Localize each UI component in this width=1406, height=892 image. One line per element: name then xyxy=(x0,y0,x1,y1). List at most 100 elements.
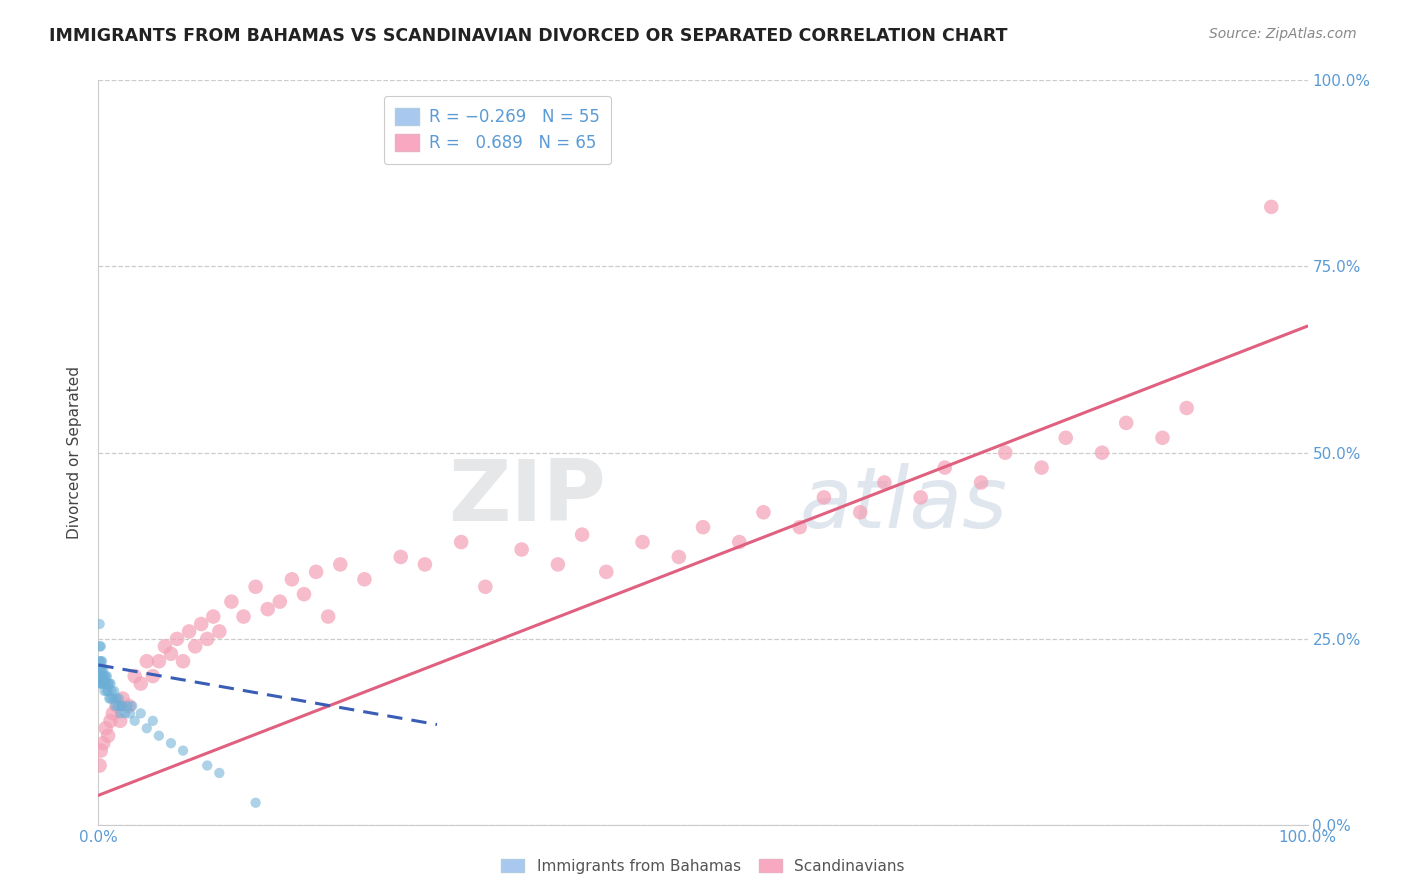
Point xyxy=(813,491,835,505)
Point xyxy=(910,491,932,505)
Point xyxy=(256,602,278,616)
Point xyxy=(474,580,496,594)
Point xyxy=(160,736,183,750)
Point xyxy=(90,640,112,654)
Point xyxy=(108,706,131,721)
Point xyxy=(202,609,225,624)
Point xyxy=(110,698,132,713)
Point xyxy=(547,558,569,572)
Point xyxy=(595,565,617,579)
Point xyxy=(89,640,111,654)
Legend: Immigrants from Bahamas, Scandinavians: Immigrants from Bahamas, Scandinavians xyxy=(495,853,911,880)
Point xyxy=(934,460,956,475)
Point xyxy=(100,714,122,728)
Text: IMMIGRANTS FROM BAHAMAS VS SCANDINAVIAN DIVORCED OR SEPARATED CORRELATION CHART: IMMIGRANTS FROM BAHAMAS VS SCANDINAVIAN … xyxy=(49,27,1008,45)
Point xyxy=(121,698,143,713)
Point xyxy=(195,632,218,646)
Point xyxy=(91,654,114,668)
Point xyxy=(97,729,120,743)
Point xyxy=(142,714,165,728)
Point xyxy=(118,698,141,713)
Point xyxy=(184,640,207,654)
Point xyxy=(103,684,125,698)
Point xyxy=(90,662,112,676)
Point xyxy=(101,691,124,706)
Point xyxy=(91,676,114,690)
Point xyxy=(135,721,157,735)
Point xyxy=(91,662,114,676)
Point xyxy=(111,691,134,706)
Point xyxy=(172,744,194,758)
Point xyxy=(100,676,122,690)
Point xyxy=(970,475,993,490)
Point xyxy=(89,676,111,690)
Point xyxy=(101,706,124,721)
Point xyxy=(124,669,146,683)
Point xyxy=(873,475,896,490)
Point xyxy=(208,624,231,639)
Point xyxy=(353,572,375,586)
Point xyxy=(292,587,315,601)
Point xyxy=(269,595,291,609)
Text: Source: ZipAtlas.com: Source: ZipAtlas.com xyxy=(1209,27,1357,41)
Text: atlas: atlas xyxy=(800,463,1008,546)
Point xyxy=(129,676,152,690)
Point xyxy=(153,640,176,654)
Point xyxy=(100,691,122,706)
Point xyxy=(1031,460,1053,475)
Point xyxy=(97,684,120,698)
Point xyxy=(90,676,112,690)
Point xyxy=(104,698,127,713)
Point xyxy=(195,758,218,772)
Point xyxy=(166,632,188,646)
Point xyxy=(510,542,533,557)
Point xyxy=(89,654,111,668)
Point xyxy=(111,698,134,713)
Point xyxy=(91,669,114,683)
Y-axis label: Divorced or Separated: Divorced or Separated xyxy=(67,367,83,539)
Point xyxy=(96,684,118,698)
Point xyxy=(849,505,872,519)
Point xyxy=(107,698,129,713)
Point xyxy=(91,736,114,750)
Point xyxy=(118,706,141,721)
Point xyxy=(90,654,112,668)
Point xyxy=(1115,416,1137,430)
Point xyxy=(90,744,112,758)
Point xyxy=(728,535,751,549)
Point xyxy=(148,654,170,668)
Point xyxy=(90,669,112,683)
Legend: R = −0.269   N = 55, R =   0.689   N = 65: R = −0.269 N = 55, R = 0.689 N = 65 xyxy=(384,96,612,164)
Text: ZIP: ZIP xyxy=(449,456,606,539)
Point xyxy=(98,691,121,706)
Point xyxy=(148,729,170,743)
Point xyxy=(789,520,811,534)
Point xyxy=(245,580,267,594)
Point xyxy=(1054,431,1077,445)
Point xyxy=(160,647,183,661)
Point xyxy=(91,669,114,683)
Point xyxy=(98,676,121,690)
Point xyxy=(1260,200,1282,214)
Point xyxy=(450,535,472,549)
Point xyxy=(692,520,714,534)
Point xyxy=(389,549,412,564)
Point xyxy=(108,691,131,706)
Point xyxy=(93,676,115,690)
Point xyxy=(1175,401,1198,415)
Point xyxy=(124,714,146,728)
Point xyxy=(208,766,231,780)
Point xyxy=(100,684,122,698)
Point xyxy=(91,676,114,690)
Point xyxy=(96,669,118,683)
Point xyxy=(129,706,152,721)
Point xyxy=(221,595,243,609)
Point xyxy=(631,535,654,549)
Point xyxy=(994,446,1017,460)
Point xyxy=(571,527,593,541)
Point xyxy=(413,558,436,572)
Point xyxy=(93,669,115,683)
Point xyxy=(94,669,117,683)
Point xyxy=(94,676,117,690)
Point xyxy=(105,691,128,706)
